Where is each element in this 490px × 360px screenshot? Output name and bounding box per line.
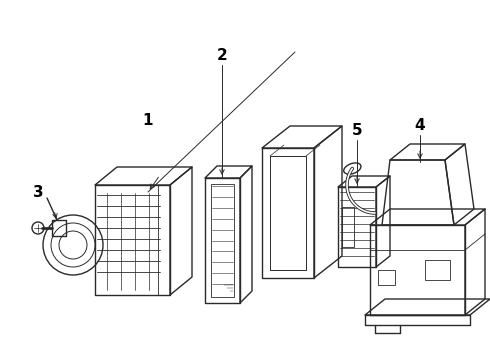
Text: 2: 2	[217, 48, 227, 63]
Text: 3: 3	[33, 185, 43, 199]
Text: 4: 4	[415, 117, 425, 132]
Text: 5: 5	[352, 122, 362, 138]
Text: 1: 1	[143, 113, 153, 127]
